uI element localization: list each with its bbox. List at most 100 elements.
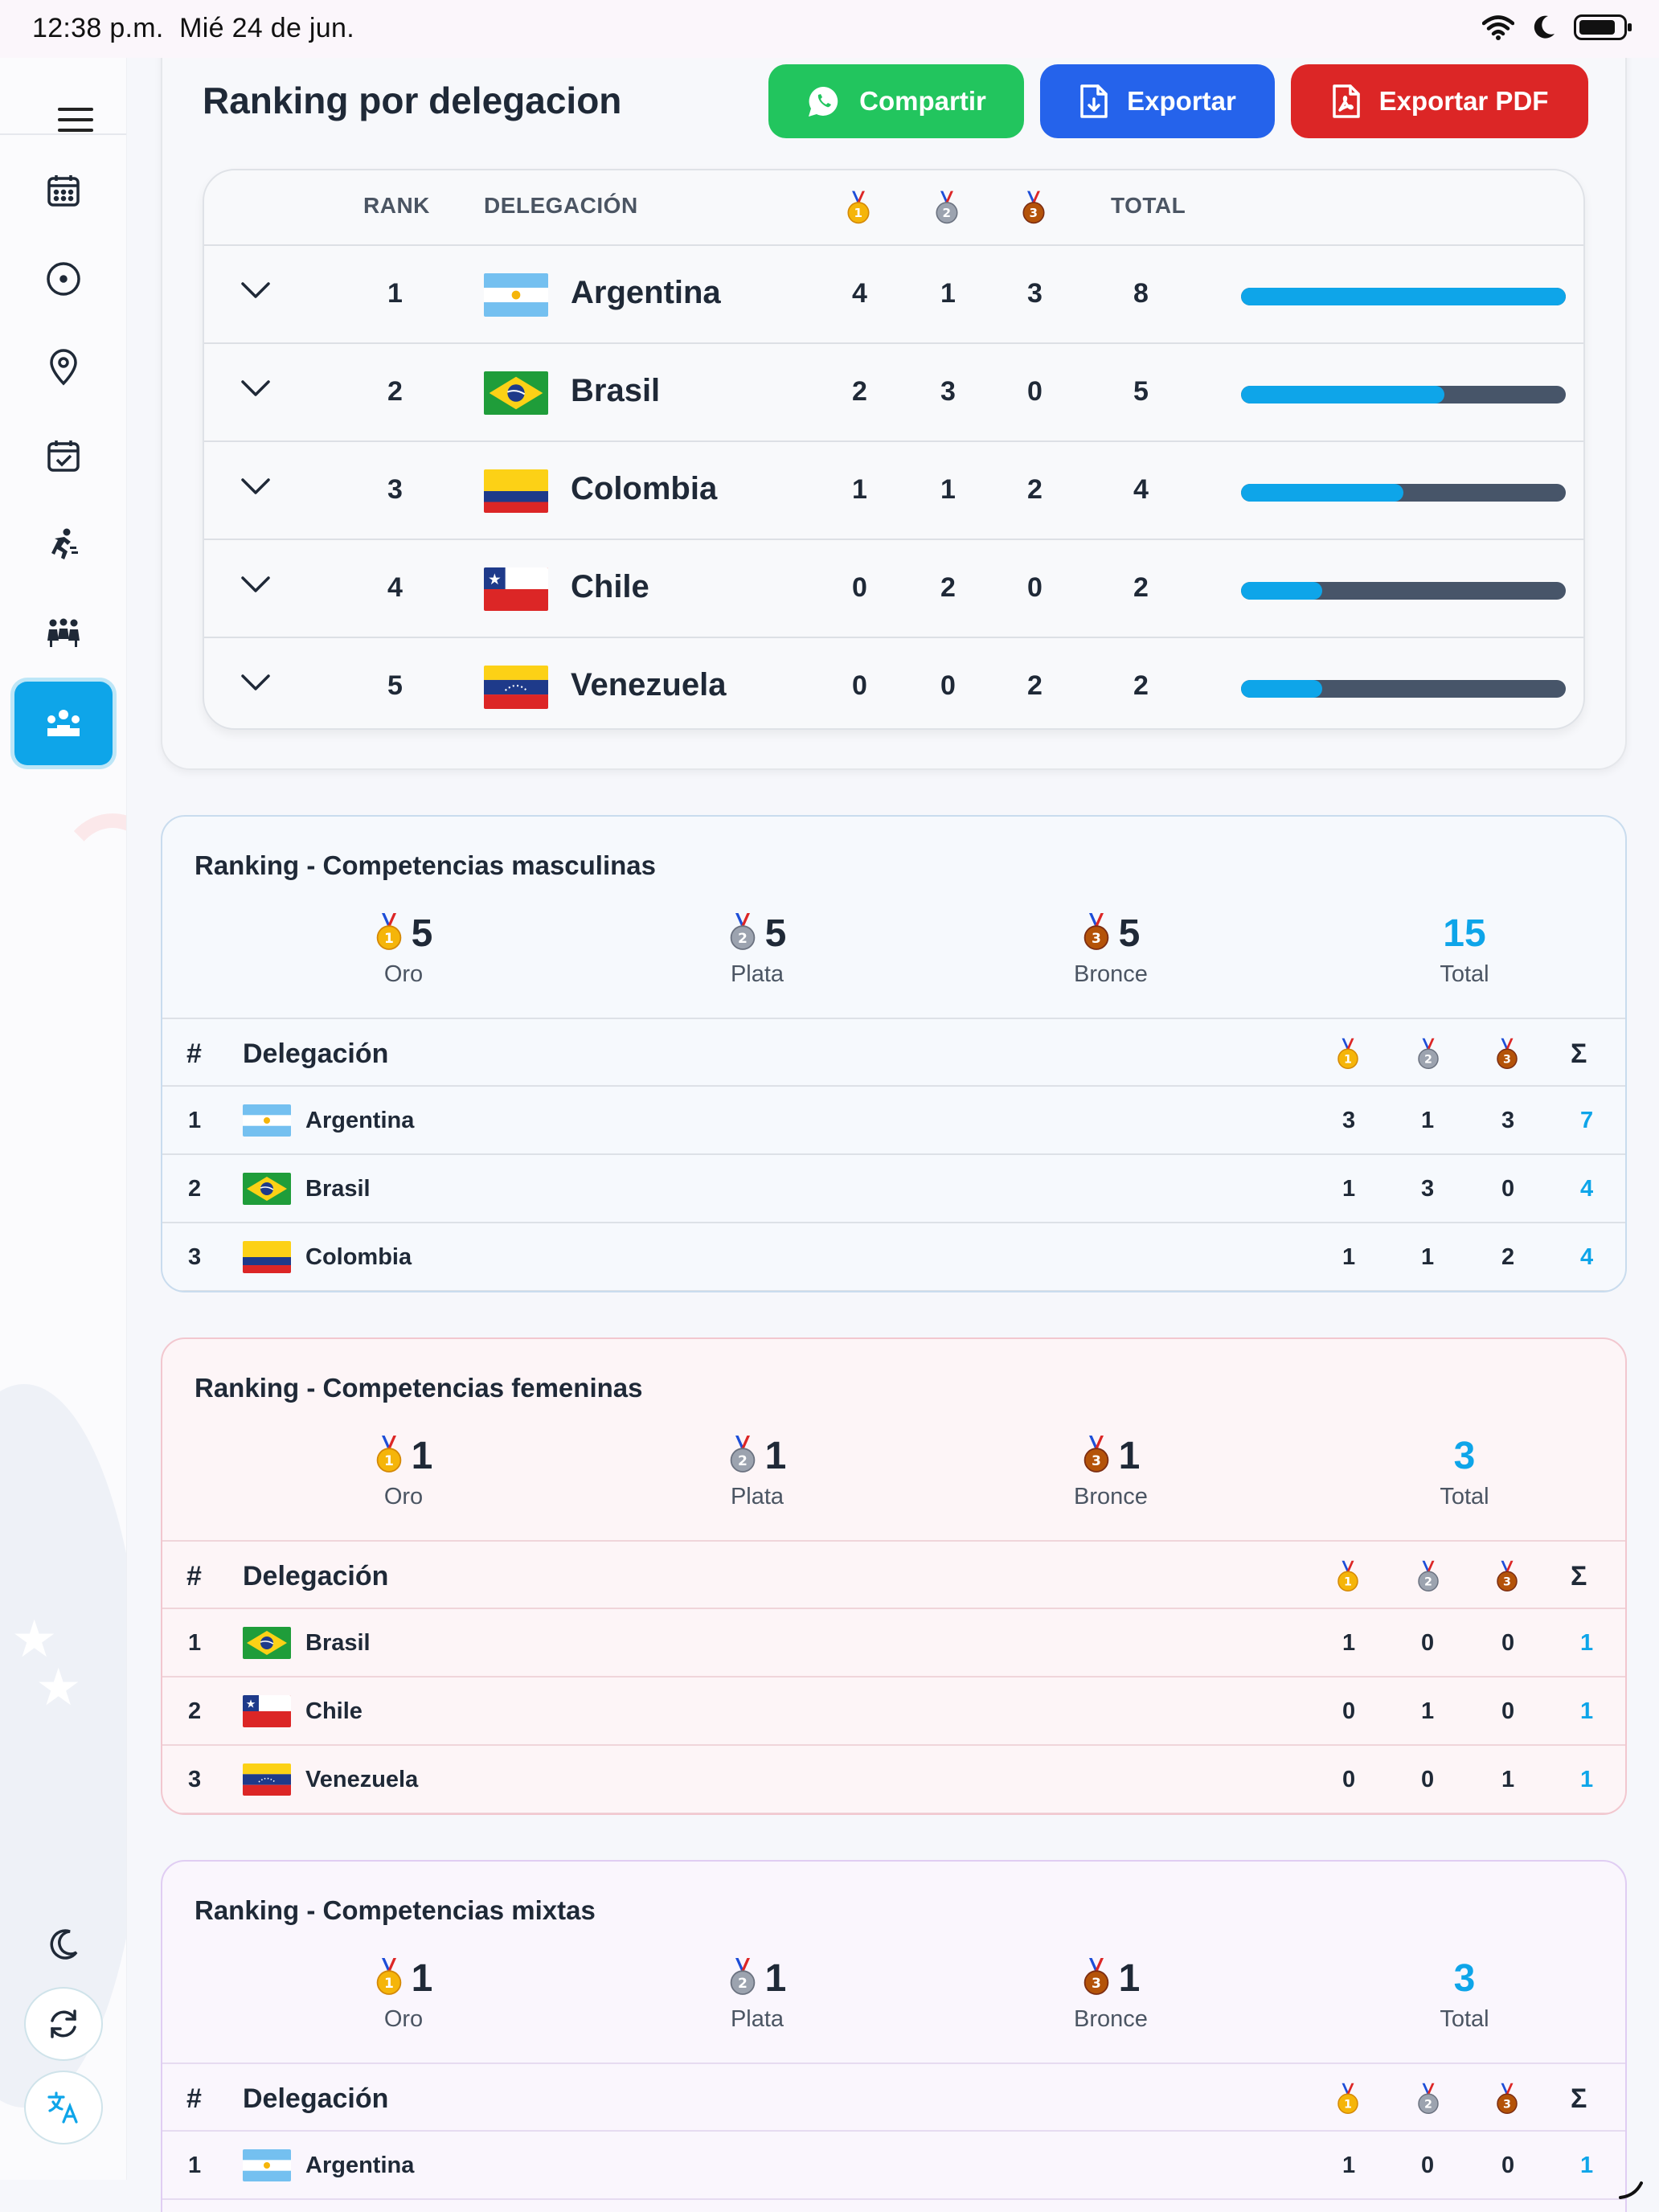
nav-sports[interactable] xyxy=(32,513,95,576)
header-sum: Σ xyxy=(1571,2083,1587,2114)
row-number: 1 xyxy=(188,1108,202,1133)
ranking-row[interactable]: 3 1 1 2 4 Colombia xyxy=(204,440,1583,539)
rank-value: 4 xyxy=(387,572,403,603)
summary-bronze-count: 1 xyxy=(1118,1956,1141,2000)
rank-value: 5 xyxy=(387,670,403,701)
gold-count: 1 xyxy=(1342,1176,1356,1202)
summary-gold-count: 5 xyxy=(411,911,433,955)
svg-text:2: 2 xyxy=(943,206,952,220)
sum-count: 4 xyxy=(1580,1244,1594,1270)
header-sum: Σ xyxy=(1571,1038,1587,1069)
resize-handle-icon xyxy=(1619,2181,1643,2199)
chevron-down-icon[interactable] xyxy=(240,574,272,599)
summary-bronze-label: Bronce xyxy=(1074,2006,1148,2032)
silver-count: 3 xyxy=(940,376,956,407)
svg-text:3: 3 xyxy=(1092,1453,1101,1469)
section-title: Ranking - Competencias femeninas xyxy=(195,1373,643,1403)
ranking-row[interactable]: 5 0 0 2 2 Venezuela xyxy=(204,637,1583,728)
nav-location[interactable] xyxy=(32,336,95,399)
ranking-row[interactable]: 2 2 3 0 5 Brasil xyxy=(204,342,1583,440)
translate-button[interactable] xyxy=(24,2071,103,2144)
silver-medal-icon: 2 xyxy=(1416,1037,1440,1074)
chevron-down-icon[interactable] xyxy=(240,280,272,305)
header-delegation: Delegación xyxy=(243,1038,389,1069)
country-name: Colombia xyxy=(305,1244,412,1270)
summary-total-label: Total xyxy=(1440,2006,1489,2032)
flag-chile-icon: ★ xyxy=(484,567,548,615)
gold-count: 0 xyxy=(852,670,867,701)
rank-value: 1 xyxy=(387,278,403,309)
summary-total-value-row: 15 xyxy=(1344,907,1585,960)
file-download-icon xyxy=(1080,84,1108,118)
gold-count: 3 xyxy=(1342,1108,1356,1133)
nav-target[interactable] xyxy=(32,248,95,310)
gold-count: 1 xyxy=(1342,2153,1356,2178)
svg-text:2: 2 xyxy=(738,931,748,947)
share-button-label: Compartir xyxy=(859,86,986,116)
header-delegation: DELEGACIÓN xyxy=(484,193,638,218)
ranking-row[interactable]: 1 4 1 3 8 Argentina xyxy=(204,244,1583,342)
nav-teams[interactable] xyxy=(32,601,95,664)
summary-bronze-label: Bronce xyxy=(1074,1484,1148,1509)
section-title: Ranking - Competencias masculinas xyxy=(195,850,657,880)
gold-medal-icon: 1 xyxy=(846,190,871,230)
silver-medal-icon: 2 xyxy=(1416,1559,1440,1596)
country-name: Venezuela xyxy=(571,667,727,703)
total-count: 5 xyxy=(1133,376,1149,407)
section-masculine: Ranking - Competencias masculinas 1 5 Oro 2 5… xyxy=(161,815,1627,1292)
summary-bronze: 3 1 Bronce xyxy=(990,1429,1231,1510)
gold-count: 1 xyxy=(852,474,867,505)
ranking-table-header: RANK DELEGACIÓN 1 2 3 TOTAL xyxy=(204,170,1583,244)
chevron-down-icon[interactable] xyxy=(240,378,272,403)
dark-mode-toggle[interactable] xyxy=(32,1913,95,1976)
summary-silver: 2 1 Plata xyxy=(637,1429,878,1510)
share-button[interactable]: Compartir xyxy=(768,64,1024,138)
summary-gold-count: 1 xyxy=(411,1434,433,1477)
bronze-count: 2 xyxy=(1501,1244,1515,1270)
nav-schedule[interactable] xyxy=(32,424,95,487)
bronze-count: 2 xyxy=(1027,670,1043,701)
export-button[interactable]: Exportar xyxy=(1040,64,1275,138)
svg-text:1: 1 xyxy=(384,931,394,947)
summary-gold-label: Oro xyxy=(383,1484,424,1509)
summary-gold-label: Oro xyxy=(383,961,424,987)
calendar-check-icon xyxy=(47,440,80,472)
refresh-button[interactable] xyxy=(24,1987,103,2061)
nav-ranking[interactable] xyxy=(14,682,113,765)
sum-count: 4 xyxy=(1580,1176,1594,1202)
bronze-medal-icon: 3 xyxy=(1082,1434,1111,1477)
table-row: 3 1 1 2 4 Colombia xyxy=(162,1223,1625,1291)
chevron-down-icon[interactable] xyxy=(240,476,272,501)
silver-count: 1 xyxy=(1421,1698,1435,1724)
flag-venezuela-icon xyxy=(243,1763,291,1800)
chevron-down-icon[interactable] xyxy=(240,672,272,697)
table-row: 3 0 0 1 1 Venezuela xyxy=(162,1746,1625,1813)
row-number: 3 xyxy=(188,1767,202,1792)
silver-medal-icon: 2 xyxy=(1416,2082,1440,2119)
progress-bar xyxy=(1241,288,1566,305)
hamburger-menu-icon[interactable] xyxy=(58,108,93,139)
ranking-row[interactable]: 4 0 2 0 2 ★ Chile xyxy=(204,539,1583,637)
bronze-medal-icon: 3 xyxy=(1495,1559,1519,1596)
sidebar: ★ ★ xyxy=(0,58,127,2180)
header-number: # xyxy=(186,1561,202,1591)
export-pdf-button[interactable]: Exportar PDF xyxy=(1291,64,1588,138)
star-decoration-icon: ★ xyxy=(35,1658,82,1716)
flag-venezuela-icon xyxy=(484,666,548,713)
total-count: 4 xyxy=(1133,474,1149,505)
silver-count: 0 xyxy=(1421,1767,1435,1792)
nav-calendar[interactable] xyxy=(32,159,95,222)
silver-medal-icon: 2 xyxy=(934,190,960,230)
page-title: Ranking por delegacion xyxy=(203,80,622,121)
status-icons xyxy=(1482,14,1632,40)
summary-silver-count: 1 xyxy=(764,1956,787,2000)
bronze-medal-icon: 3 xyxy=(1082,911,1111,955)
star-decoration-icon: ★ xyxy=(11,1610,58,1668)
silver-count: 1 xyxy=(940,474,956,505)
bronze-count: 0 xyxy=(1501,1630,1515,1656)
bronze-medal-icon: 3 xyxy=(1021,190,1047,230)
sum-count: 1 xyxy=(1580,1698,1594,1724)
